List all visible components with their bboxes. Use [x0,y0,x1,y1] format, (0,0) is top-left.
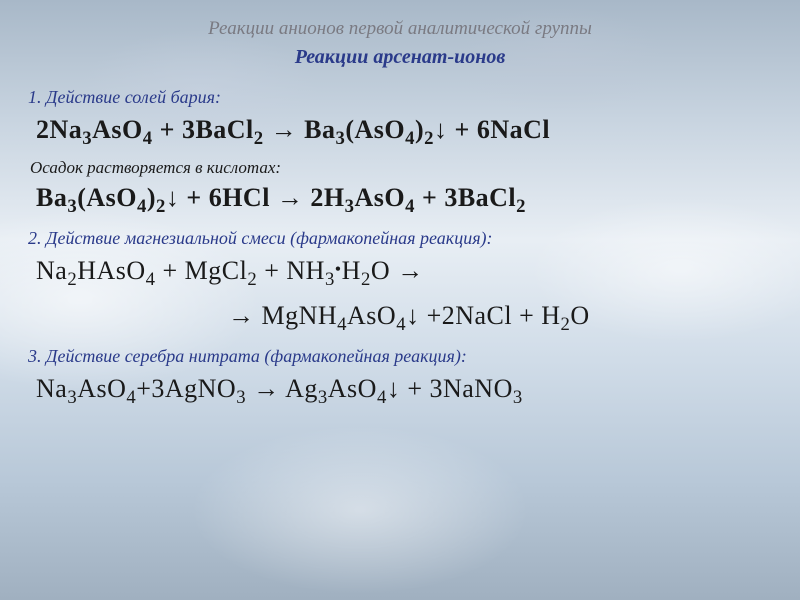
section-1-formula: 2Na3AsO4 + 3BaCl2 → Ba3(AsO4)2↓ + 6NaCl [36,114,772,150]
section-3-formula: Na3AsO4+3AgNO3 → Ag3AsO4↓ + 3NaNO3 [36,373,772,409]
section-3-heading: 3. Действие серебра нитрата (фармакопейн… [28,346,772,367]
section-1-formula-2: Ba3(AsO4)2↓ + 6HCl → 2H3AsO4 + 3BaCl2 [36,182,772,218]
section-2-formula-line2: → MgNH4AsO4↓ +2NaCl + H2O [228,300,772,336]
section-1-note: Осадок растворяется в кислотах: [30,158,772,178]
section-2-formula-line1: Na2HAsO4 + MgCl2 + NH3•H2O → [36,255,772,291]
page-subtitle: Реакции арсенат-ионов [28,46,772,69]
section-2-heading: 2. Действие магнезиальной смеси (фармако… [28,228,772,249]
page-title: Реакции анионов первой аналитической гру… [28,18,772,40]
section-1-heading: 1. Действие солей бария: [28,87,772,108]
